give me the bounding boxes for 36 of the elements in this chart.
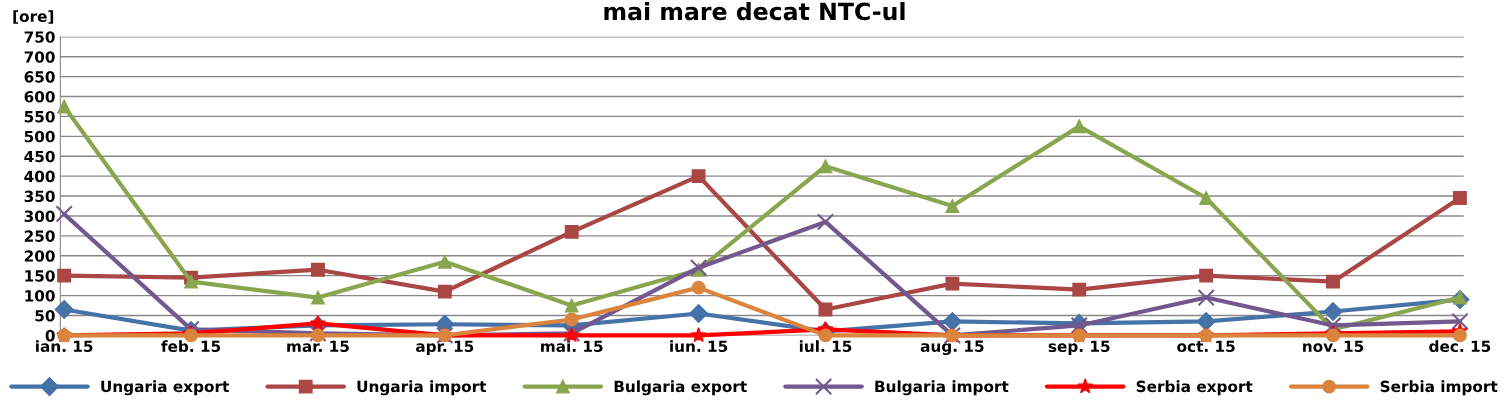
y-tick-label: 50 (35, 309, 55, 322)
legend-label: Ungaria import (357, 380, 487, 396)
legend-label: Serbia import (1380, 380, 1498, 396)
y-tick-label: 0 (45, 329, 55, 342)
x-tick-label: nov. 15 (1303, 340, 1364, 353)
y-tick-label: 150 (25, 270, 55, 282)
y-tick-label: 200 (24, 250, 55, 262)
y-tick-label: 300 (24, 210, 55, 222)
legend-label: Ungaria export (101, 380, 229, 396)
x-tick-label: dec. 15 (1429, 340, 1491, 353)
y-tick-label: 250 (24, 230, 55, 242)
x-tick-label: apr. 15 (415, 340, 474, 356)
x-tick-label: mar. 15 (287, 340, 349, 353)
legend-label: Bulgaria import (875, 380, 1009, 396)
y-tick-label: 650 (24, 71, 55, 83)
y-tick-label: 600 (24, 90, 55, 103)
x-tick-label: feb. 15 (161, 340, 221, 353)
y-tick-label: 400 (24, 170, 55, 183)
y-tick-label: 700 (24, 51, 55, 63)
y-axis-title: [ore] (13, 10, 54, 24)
x-tick-label: sep. 15 (1048, 340, 1110, 356)
x-tick-label: oct. 15 (1177, 340, 1235, 353)
x-tick-label: mai. 15 (541, 340, 603, 353)
y-tick-label: 350 (24, 190, 55, 203)
y-tick-label: 100 (25, 290, 55, 302)
y-tick-label: 450 (24, 150, 55, 163)
x-tick-label: ian. 15 (36, 340, 93, 353)
x-tick-label: iul. 15 (799, 340, 852, 353)
chart-title: mai mare decat NTC-ul (604, 2, 905, 21)
y-tick-label: 500 (24, 130, 55, 143)
legend-label: Serbia export (1136, 380, 1253, 396)
y-tick-label: 550 (24, 110, 55, 123)
legend-label: Bulgaria export (614, 380, 747, 396)
x-tick-label: aug. 15 (920, 340, 984, 356)
x-tick-label: iun. 15 (670, 340, 728, 353)
y-tick-label: 750 (24, 31, 55, 43)
